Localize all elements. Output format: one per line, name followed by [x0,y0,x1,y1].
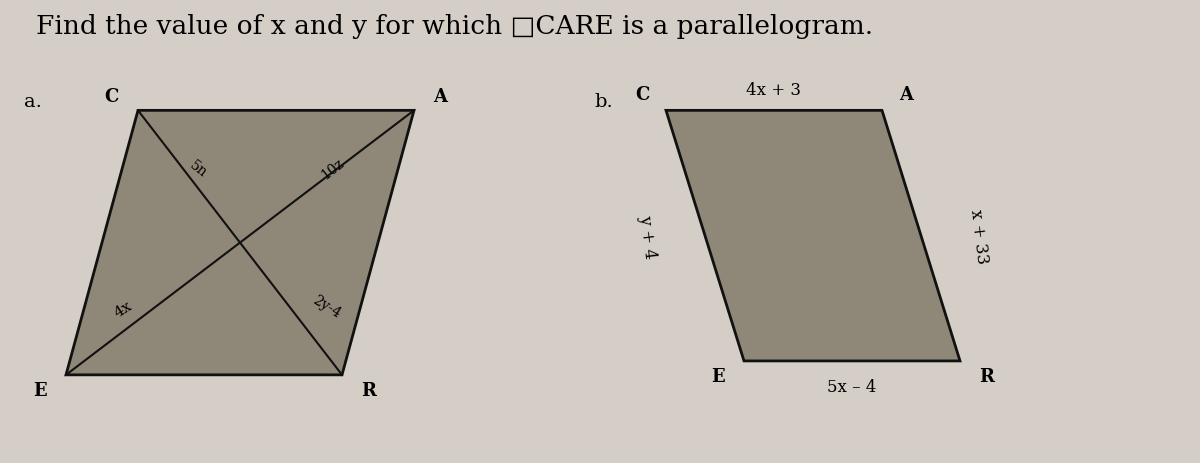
Text: 4x: 4x [112,298,134,320]
Text: b.: b. [594,93,613,111]
Text: A: A [899,86,913,104]
Text: x + 33: x + 33 [967,208,990,264]
Text: 10z: 10z [319,156,347,182]
Text: A: A [433,88,448,105]
Text: 4x + 3: 4x + 3 [746,82,802,99]
Text: R: R [979,367,994,385]
Text: E: E [32,381,47,399]
Text: 2y-4: 2y-4 [311,293,343,321]
Text: E: E [710,367,725,385]
Text: C: C [635,86,649,104]
Polygon shape [66,111,414,375]
Text: a.: a. [24,93,42,111]
Text: y + 4: y + 4 [636,213,659,259]
Text: 5x – 4: 5x – 4 [827,378,877,395]
Text: Find the value of x and y for which □CARE is a parallelogram.: Find the value of x and y for which □CAR… [36,14,874,39]
Text: R: R [361,381,376,399]
Polygon shape [666,111,960,361]
Text: 5n: 5n [187,158,210,180]
Text: C: C [104,88,119,105]
